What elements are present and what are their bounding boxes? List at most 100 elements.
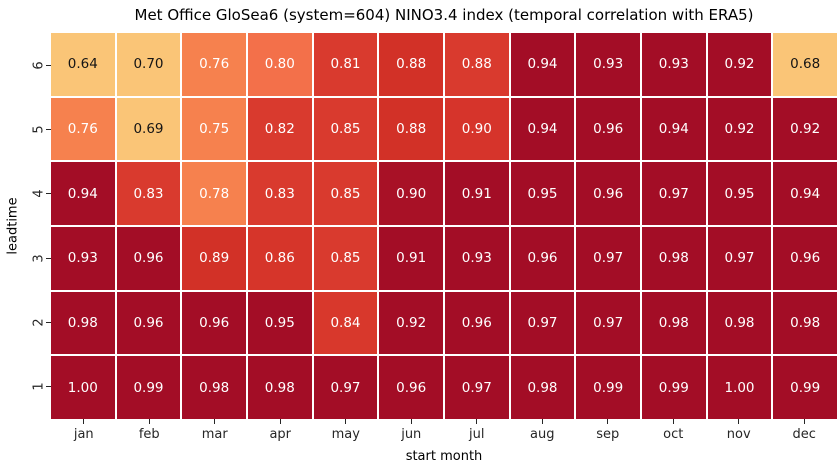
y-tick: 5	[0, 97, 51, 161]
heatmap-cell: 0.64	[51, 33, 115, 96]
heatmap-cell: 1.00	[51, 356, 115, 419]
y-tick-mark	[46, 386, 51, 388]
heatmap-cell: 0.76	[51, 97, 115, 161]
x-tick-label: jan	[73, 427, 94, 442]
y-tick: 2	[0, 290, 51, 354]
y-tick-label: 4	[31, 189, 47, 198]
x-tick: jun	[379, 419, 445, 447]
heatmap-cell: 0.96	[182, 291, 246, 355]
heatmap-cell: 0.69	[116, 97, 181, 161]
x-tick-label: jun	[401, 427, 422, 442]
heatmap-cell: 0.96	[576, 97, 640, 161]
heatmap-cell: 0.98	[642, 227, 706, 290]
heatmap-cell: 0.89	[182, 227, 246, 290]
y-tick: 1	[0, 355, 51, 419]
heatmap-cell: 0.94	[51, 162, 115, 225]
x-tick-mark	[476, 419, 478, 424]
x-tick-label: feb	[138, 427, 160, 442]
heatmap-cell: 0.97	[445, 356, 509, 419]
heatmap-cell: 0.94	[510, 33, 575, 96]
heatmap-cell: 0.93	[576, 33, 640, 96]
x-tick-mark	[738, 419, 740, 424]
x-tick: oct	[641, 419, 707, 447]
x-tick: sep	[575, 419, 641, 447]
heatmap-cell: 0.75	[182, 97, 246, 161]
heatmap-cell: 0.68	[773, 33, 837, 96]
heatmap-grid: 0.64 0.70 0.76 0.80 0.81 0.88 0.88 0.94 0.93 0.93…	[51, 33, 837, 419]
x-tick: dec	[772, 419, 838, 447]
heatmap-cell: 0.93	[51, 227, 115, 290]
heatmap-cell: 0.96	[773, 227, 837, 290]
x-tick-label: sep	[596, 427, 620, 442]
heatmap-cell: 0.90	[379, 162, 443, 225]
x-tick-mark	[83, 419, 85, 424]
heatmap-cell: 0.98	[248, 356, 312, 419]
chart-title: Met Office GloSea6 (system=604) NINO3.4 …	[134, 6, 754, 24]
heatmap-cell: 0.76	[182, 33, 246, 96]
x-axis-ticks: jan feb mar apr may jun jul aug sep oct nov dec	[51, 419, 837, 447]
y-tick-mark	[46, 321, 51, 323]
x-tick: may	[313, 419, 379, 447]
heatmap-cell: 0.91	[379, 227, 443, 290]
x-tick-label: jul	[469, 427, 485, 442]
heatmap-cell: 0.92	[379, 291, 443, 355]
heatmap-cell: 0.88	[379, 97, 443, 161]
heatmap-cell: 0.85	[313, 162, 378, 225]
heatmap-cell: 0.98	[510, 356, 575, 419]
x-tick: jan	[51, 419, 117, 447]
heatmap-cell: 0.96	[116, 291, 181, 355]
heatmap-cell: 0.97	[510, 291, 575, 355]
y-tick-mark	[46, 193, 51, 195]
heatmap-cell: 0.92	[707, 97, 772, 161]
heatmap-cell: 0.97	[707, 227, 772, 290]
x-tick-mark	[672, 419, 674, 424]
heatmap-cell: 0.81	[313, 33, 378, 96]
y-tick: 6	[0, 33, 51, 97]
heatmap-cell: 0.99	[116, 356, 181, 419]
heatmap-cell: 0.83	[116, 162, 181, 225]
heatmap-cell: 1.00	[707, 356, 772, 419]
x-tick-mark	[148, 419, 150, 424]
heatmap-cell: 0.95	[510, 162, 575, 225]
heatmap-cell: 0.88	[379, 33, 443, 96]
heatmap-cell: 0.84	[313, 291, 378, 355]
x-tick-mark	[803, 419, 805, 424]
heatmap-cell: 0.96	[445, 291, 509, 355]
y-tick-label: 5	[31, 125, 47, 134]
heatmap-cell: 0.96	[576, 162, 640, 225]
heatmap-cell: 0.92	[773, 97, 837, 161]
heatmap-cell: 0.99	[576, 356, 640, 419]
x-tick: aug	[510, 419, 576, 447]
y-tick-mark	[46, 257, 51, 259]
x-axis-label: start month	[405, 449, 483, 464]
heatmap-cell: 0.95	[707, 162, 772, 225]
y-tick-mark	[46, 64, 51, 66]
heatmap-cell: 0.86	[248, 227, 312, 290]
heatmap-cell: 0.96	[510, 227, 575, 290]
heatmap-cell: 0.98	[51, 291, 115, 355]
heatmap-cell: 0.94	[773, 162, 837, 225]
y-tick-label: 1	[31, 382, 47, 391]
x-tick-label: oct	[663, 427, 684, 442]
x-tick-mark	[607, 419, 609, 424]
heatmap-cell: 0.97	[576, 291, 640, 355]
heatmap-cell: 0.96	[116, 227, 181, 290]
x-tick-mark	[410, 419, 412, 424]
x-tick-mark	[541, 419, 543, 424]
heatmap-cell: 0.95	[248, 291, 312, 355]
heatmap-cell: 0.96	[379, 356, 443, 419]
heatmap-cell: 0.90	[445, 97, 509, 161]
heatmap-cell: 0.93	[642, 33, 706, 96]
y-tick-label: 6	[31, 61, 47, 70]
y-tick: 3	[0, 226, 51, 290]
heatmap-cell: 0.94	[510, 97, 575, 161]
heatmap-cell: 0.91	[445, 162, 509, 225]
y-tick-label: 2	[31, 318, 47, 327]
heatmap-cell: 0.80	[248, 33, 312, 96]
heatmap-cell: 0.93	[445, 227, 509, 290]
x-tick-label: apr	[269, 427, 292, 442]
x-tick-mark	[279, 419, 281, 424]
heatmap-cell: 0.70	[116, 33, 181, 96]
x-tick: feb	[117, 419, 183, 447]
